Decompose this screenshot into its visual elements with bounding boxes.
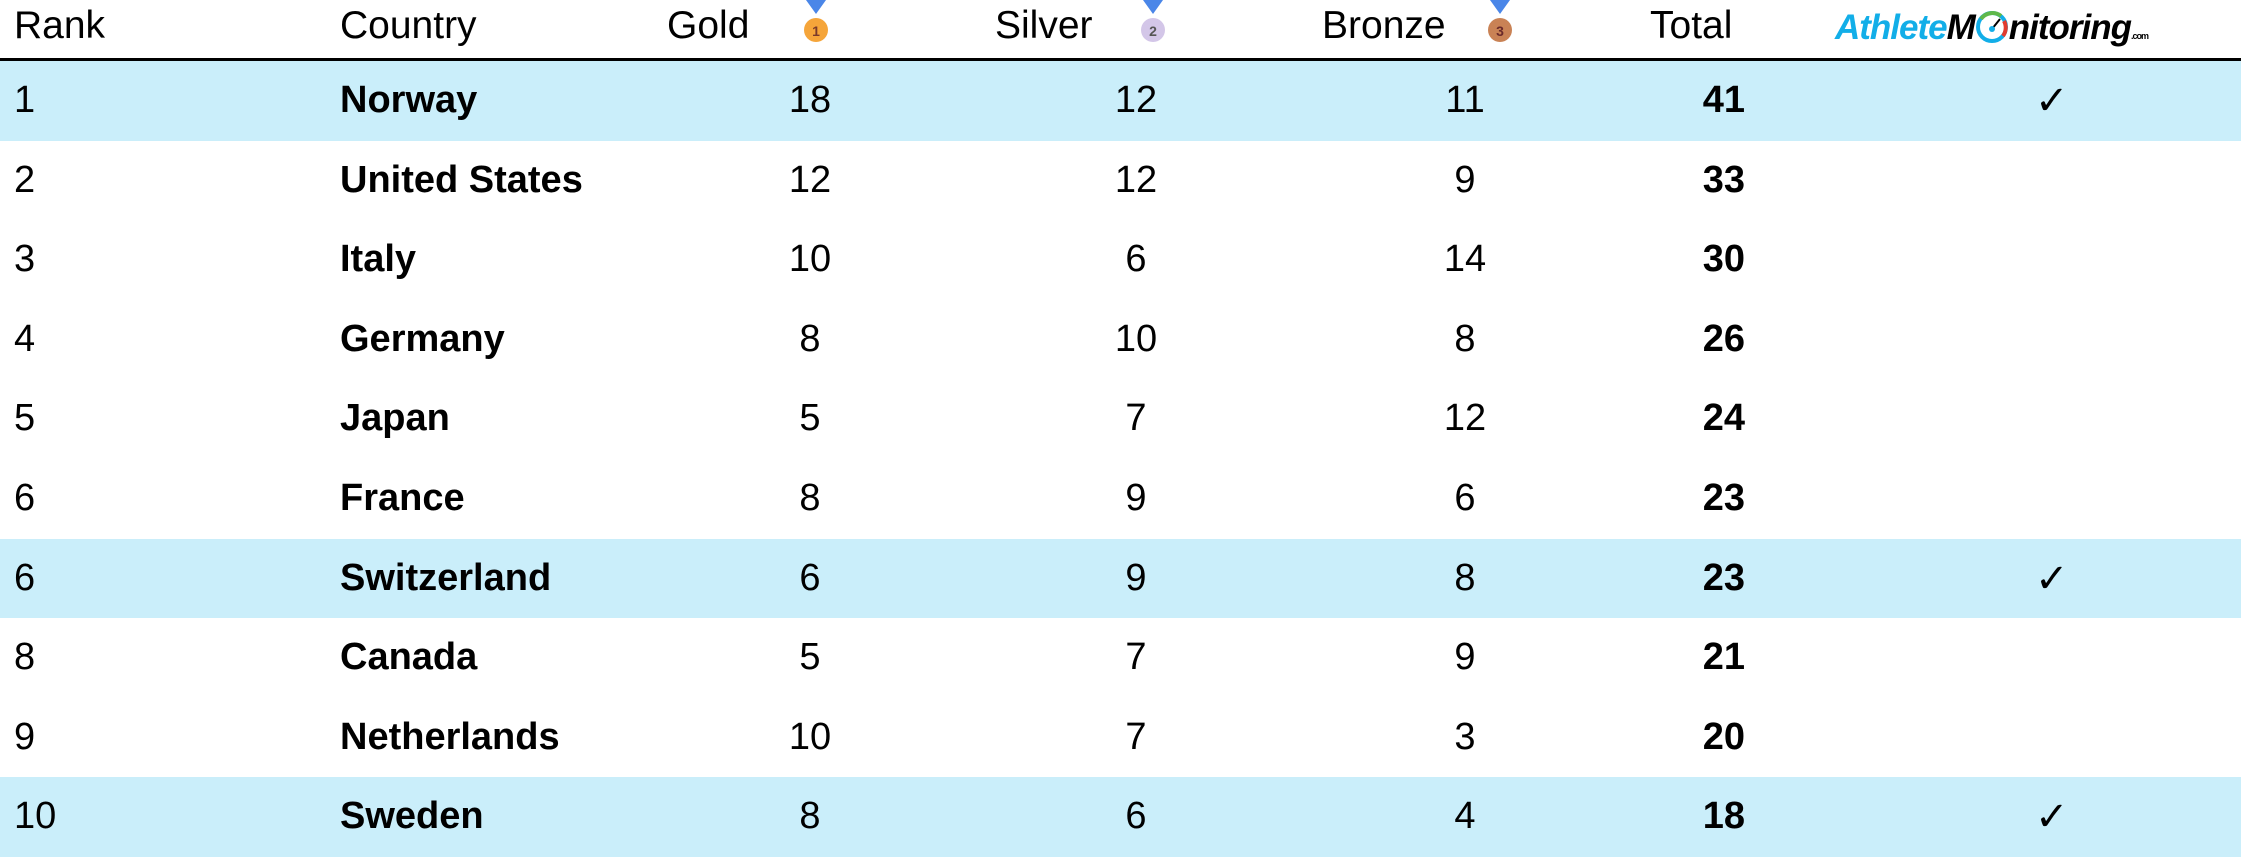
cell-country: France <box>340 477 465 519</box>
cell-gold: 12 <box>788 158 832 201</box>
cell-gold: 18 <box>788 79 832 121</box>
cell-country: Switzerland <box>340 556 552 599</box>
header-silver: Silver <box>995 4 1093 47</box>
cell-gold: 8 <box>799 795 821 838</box>
cell-silver: 7 <box>1125 636 1147 679</box>
cell-silver: 6 <box>1125 795 1147 838</box>
cell-rank: 6 <box>14 477 36 519</box>
logo-suffix: .com <box>2131 31 2149 41</box>
cell-gold: 5 <box>799 636 821 679</box>
cell-total: 33 <box>1702 158 1745 201</box>
cell-bronze: 9 <box>1454 158 1476 201</box>
cell-bronze: 12 <box>1443 397 1487 440</box>
cell-country: Italy <box>340 238 417 281</box>
cell-bronze: 8 <box>1454 317 1476 360</box>
cell-bronze: 4 <box>1454 795 1476 838</box>
cell-silver: 6 <box>1125 238 1147 281</box>
table-row: 5 Japan 5 7 12 24 <box>0 379 2241 459</box>
cell-rank: 3 <box>14 238 36 281</box>
logo-part2: M <box>1946 8 1976 47</box>
table-row: 10 Sweden 8 6 4 18 ✓ <box>0 777 2241 857</box>
cell-silver: 9 <box>1125 556 1147 599</box>
gold-medal-icon: 1 <box>804 0 828 42</box>
table-row: 3 Italy 10 6 14 30 <box>0 220 2241 300</box>
cell-country: Canada <box>340 636 478 679</box>
athlete-monitoring-logo: AthleteM nitoring.com <box>1835 8 2149 48</box>
check-mark-icon: ✓ <box>2035 795 2069 840</box>
cell-total: 26 <box>1702 317 1745 360</box>
table-row: 4 Germany 8 10 8 26 <box>0 300 2241 380</box>
cell-bronze: 9 <box>1454 636 1476 679</box>
bronze-medal-number: 3 <box>1496 23 1504 39</box>
header-country: Country <box>340 4 477 47</box>
cell-gold: 6 <box>799 556 821 599</box>
cell-country: Germany <box>340 317 505 360</box>
cell-rank: 1 <box>14 79 36 121</box>
header-bronze: Bronze <box>1322 4 1446 47</box>
cell-country: Netherlands <box>340 715 560 758</box>
cell-gold: 10 <box>788 238 832 281</box>
cell-total: 23 <box>1702 556 1745 599</box>
table-row: 6 France 8 9 6 23 <box>0 459 2241 539</box>
cell-total: 18 <box>1702 795 1745 838</box>
cell-silver: 9 <box>1125 477 1147 519</box>
cell-bronze: 6 <box>1454 477 1476 519</box>
gauge-icon <box>1975 11 2008 43</box>
cell-silver: 10 <box>1114 317 1158 360</box>
check-mark-icon: ✓ <box>2035 79 2069 123</box>
cell-total: 21 <box>1702 636 1745 679</box>
cell-gold: 8 <box>799 477 821 519</box>
table-row: 6 Switzerland 6 9 8 23 ✓ <box>0 538 2241 619</box>
cell-rank: 2 <box>14 158 36 201</box>
cell-bronze: 3 <box>1454 715 1476 758</box>
table-header: Rank Country Gold Silver Bronze Total 1 … <box>0 0 2241 61</box>
cell-rank: 6 <box>14 556 36 599</box>
cell-rank: 10 <box>14 795 57 838</box>
cell-total: 23 <box>1702 477 1745 519</box>
logo-part3: nitoring <box>2008 8 2132 47</box>
cell-rank: 5 <box>14 397 36 440</box>
table-row: 2 United States 12 12 9 33 <box>0 141 2241 221</box>
cell-country: Japan <box>340 397 450 440</box>
header-rank: Rank <box>14 4 106 47</box>
cell-country: United States <box>340 158 583 201</box>
cell-total: 41 <box>1702 79 1745 121</box>
silver-medal-number: 2 <box>1149 23 1157 39</box>
gold-medal-number: 1 <box>812 23 820 39</box>
table-row: 1 Norway 18 12 11 41 ✓ <box>0 61 2241 141</box>
cell-rank: 4 <box>14 317 36 360</box>
cell-rank: 8 <box>14 636 36 679</box>
logo-part1: Athlete <box>1835 8 1948 47</box>
table-row: 9 Netherlands 10 7 3 20 <box>0 698 2241 778</box>
table-row: 8 Canada 5 7 9 21 <box>0 618 2241 698</box>
cell-total: 30 <box>1702 238 1745 281</box>
cell-gold: 5 <box>799 397 821 440</box>
header-total: Total <box>1650 4 1733 47</box>
check-mark-icon: ✓ <box>2035 556 2069 601</box>
cell-rank: 9 <box>14 715 36 758</box>
silver-medal-icon: 2 <box>1141 0 1165 42</box>
bronze-medal-icon: 3 <box>1488 0 1512 42</box>
cell-bronze: 11 <box>1445 79 1485 121</box>
cell-silver: 7 <box>1125 715 1147 758</box>
cell-gold: 10 <box>788 715 832 758</box>
cell-country: Sweden <box>340 795 484 838</box>
header-gold: Gold <box>667 4 750 47</box>
cell-silver: 12 <box>1114 79 1158 121</box>
cell-silver: 12 <box>1114 158 1158 201</box>
cell-silver: 7 <box>1125 397 1147 440</box>
cell-bronze: 8 <box>1454 556 1476 599</box>
cell-total: 20 <box>1702 715 1745 758</box>
cell-total: 24 <box>1702 397 1745 440</box>
cell-bronze: 14 <box>1443 238 1487 281</box>
cell-country: Norway <box>340 79 478 121</box>
cell-gold: 8 <box>799 317 821 360</box>
